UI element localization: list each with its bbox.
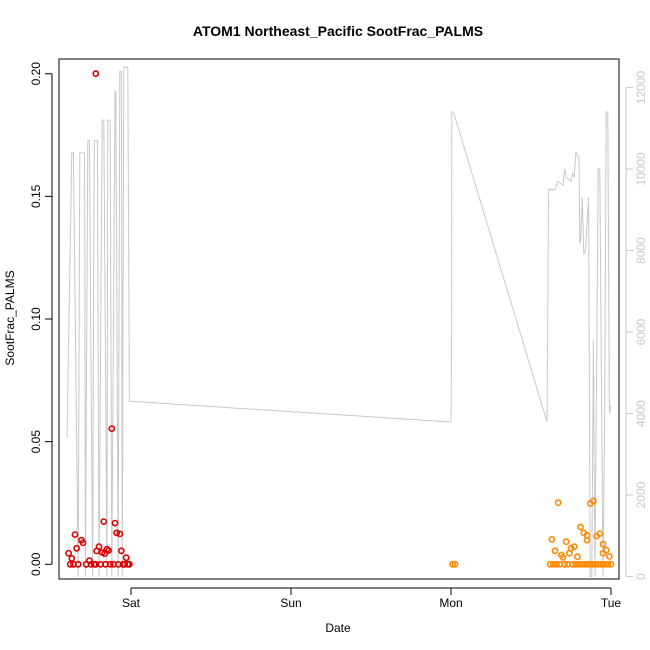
- data-point-1-10: [575, 560, 583, 568]
- data-point-1-9: [572, 560, 580, 568]
- data-point-0-2: [73, 544, 80, 552]
- y-right-tick-label-6: 12000: [634, 71, 648, 105]
- y-right-tick-label-0: 0: [634, 573, 648, 580]
- data-point-1-25: [562, 538, 570, 546]
- scatter-points: [65, 70, 615, 568]
- data-point-1-14: [588, 560, 596, 568]
- y-right-tick-label-1: 2000: [634, 481, 648, 508]
- data-point-1-16: [594, 560, 602, 568]
- y-left-tick-label-0: 0.00: [29, 552, 43, 576]
- data-point-0-30: [68, 555, 76, 562]
- data-point-1-12: [582, 560, 589, 568]
- y-left-tick-label-2: 0.10: [29, 307, 43, 331]
- y-right-tick-label-5: 10000: [634, 152, 648, 186]
- data-point-0-0: [65, 549, 72, 557]
- data-point-1-2: [546, 560, 554, 568]
- data-point-1-11: [578, 560, 586, 568]
- data-point-1-20: [607, 560, 615, 568]
- data-point-0-10: [105, 547, 112, 554]
- data-point-0-8: [100, 518, 108, 525]
- data-point-1-38: [606, 553, 613, 560]
- right-axis-series-line: [66, 66, 612, 578]
- data-point-1-40: [567, 544, 575, 552]
- data-point-0-16: [66, 560, 74, 568]
- data-point-1-13: [585, 560, 592, 568]
- x-tick-label-1: Sun: [280, 596, 301, 610]
- data-point-1-17: [598, 560, 605, 568]
- data-point-1-21: [548, 535, 556, 543]
- data-point-1-33: [590, 497, 597, 505]
- data-point-0-35: [93, 547, 100, 555]
- y-right-axis: 0 2000 4000 6000 8000 10000 12000: [625, 71, 648, 580]
- data-point-1-0: [449, 560, 456, 568]
- data-point-0-33: [116, 530, 124, 538]
- y-left-axis: 0.00 0.05 0.10 0.15 0.20: [29, 62, 53, 576]
- data-point-0-11: [108, 425, 116, 432]
- y-left-tick-label-1: 0.05: [29, 430, 43, 454]
- data-point-0-24: [106, 560, 114, 568]
- y-right-tick-label-4: 8000: [634, 237, 648, 264]
- data-point-1-23: [554, 499, 562, 507]
- data-point-1-28: [574, 553, 581, 561]
- x-tick-label-2: Mon: [439, 596, 462, 610]
- data-point-0-12: [111, 519, 119, 527]
- data-point-1-42: [599, 549, 607, 557]
- y-right-tick-label-2: 4000: [634, 400, 648, 427]
- data-point-0-15: [122, 554, 130, 562]
- data-point-0-31: [86, 557, 93, 564]
- data-point-0-5: [92, 70, 100, 78]
- data-point-0-13: [113, 529, 120, 537]
- x-axis: Sat Sun Mon Tue: [122, 587, 622, 610]
- data-point-1-36: [599, 540, 607, 548]
- data-point-1-39: [559, 554, 567, 561]
- data-point-0-34: [121, 560, 128, 568]
- y-left-tick-label-3: 0.15: [29, 184, 43, 208]
- y-left-tick-label-4: 0.20: [29, 62, 43, 86]
- data-point-0-14: [118, 547, 125, 555]
- data-point-1-22: [551, 547, 559, 555]
- data-point-1-4: [553, 560, 560, 568]
- data-point-1-18: [601, 560, 608, 568]
- x-tick-label-3: Tue: [601, 596, 622, 610]
- x-axis-label: Date: [325, 621, 351, 635]
- data-point-1-35: [596, 530, 604, 537]
- data-point-1-29: [577, 523, 584, 531]
- data-point-0-36: [101, 550, 108, 558]
- plot-frame: [58, 58, 620, 580]
- data-point-0-1: [71, 531, 79, 538]
- data-point-1-41: [583, 536, 591, 544]
- chart-title: ATOM1 Northeast_Pacific SootFrac_PALMS: [193, 23, 483, 39]
- data-point-0-18: [74, 560, 82, 568]
- data-point-1-6: [561, 560, 568, 568]
- data-point-1-19: [604, 560, 612, 568]
- data-point-1-15: [591, 560, 599, 568]
- x-tick-label-0: Sat: [122, 596, 141, 610]
- data-point-1-8: [569, 560, 576, 568]
- data-point-1-3: [550, 560, 557, 568]
- y-right-tick-label-3: 6000: [634, 318, 648, 345]
- data-point-1-1: [451, 560, 459, 568]
- data-point-0-32: [90, 560, 98, 568]
- y-axis-label: SootFrac_PALMS: [3, 270, 17, 365]
- series-line-0: [66, 66, 612, 578]
- data-point-0-4: [79, 539, 87, 547]
